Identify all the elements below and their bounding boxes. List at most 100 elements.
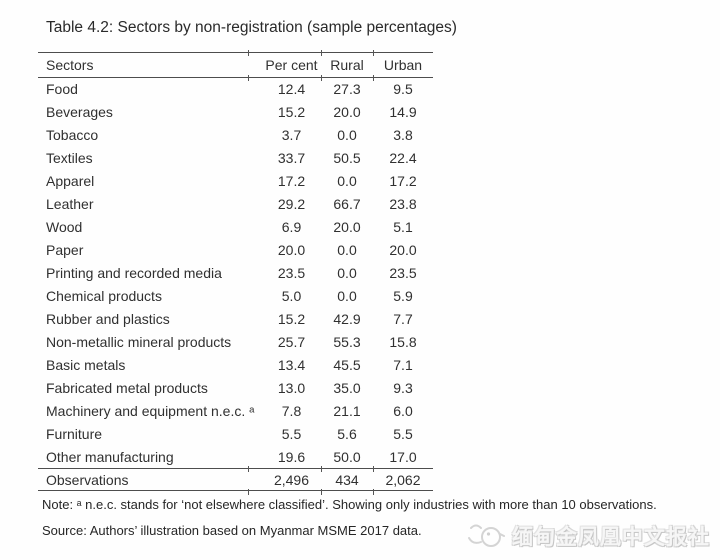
sector-cell: Basic metals [46,357,126,373]
table-row: Wood 6.9 20.0 5.1 [38,216,433,239]
source-text: Source: Authors’ illustration based on M… [42,523,422,538]
urban-cell: 20.0 [389,242,417,258]
rule-tick [373,466,374,472]
rural-cell: 20.0 [333,104,361,120]
per-cent-cell: 29.2 [277,196,306,212]
urban-cell: 6.0 [393,403,413,419]
table-row: Food 12.4 27.3 9.5 [38,78,433,101]
urban-cell: 17.0 [389,448,417,465]
rule-tick [373,75,374,81]
observations-urban: 2,062 [385,471,421,488]
urban-cell: 7.1 [393,357,413,373]
per-cent-cell: 5.5 [281,426,302,442]
sector-cell: Paper [46,242,84,258]
rural-cell: 21.1 [333,403,361,419]
rural-cell: 0.0 [337,288,357,304]
table-row: Other manufacturing 19.6 50.0 17.0 [38,446,433,469]
sector-cell: Textiles [46,150,93,166]
rural-cell: 45.5 [333,357,361,373]
phoenix-logo-icon [468,524,505,547]
urban-cell: 23.5 [389,265,417,281]
sector-cell: Food [46,81,78,98]
per-cent-cell: 23.5 [277,265,306,281]
urban-cell: 9.3 [393,380,413,396]
observations-label: Observations [46,471,129,488]
sector-cell: Machinery and equipment n.e.c. ᵃ [46,403,255,419]
urban-cell: 5.5 [393,426,413,442]
column-header-urban: Urban [383,57,423,73]
rule-tick [321,75,322,81]
table-row: Printing and recorded media 23.5 0.0 23.… [38,262,433,285]
sector-cell: Tobacco [46,127,99,143]
table-row: Furniture 5.5 5.6 5.5 [38,423,433,446]
per-cent-cell: 20.0 [277,242,306,258]
rule-tick [321,466,322,472]
rule-tick [373,489,374,495]
table-row: Leather 29.2 66.7 23.8 [38,193,433,216]
rural-cell: 0.0 [337,265,357,281]
rule-tick [321,489,322,495]
header-row: Sectors Per cent Rural Urban [38,52,433,78]
table-row: Textiles 33.7 50.5 22.4 [38,147,433,170]
urban-cell: 23.8 [389,196,417,212]
per-cent-cell: 13.4 [277,357,306,373]
table-row: Non-metallic mineral products 25.7 55.3 … [38,331,433,354]
sectors-table: Sectors Per cent Rural Urban Food 12.4 2… [38,52,433,491]
urban-cell: 5.9 [393,288,413,304]
sector-cell: Leather [46,196,94,212]
rural-cell: 20.0 [333,219,361,235]
sector-cell: Fabricated metal products [46,380,208,396]
observations-per-cent: 2,496 [273,471,310,488]
rule-tick [248,50,249,56]
observations-rural: 434 [335,471,359,488]
table-row: Machinery and equipment n.e.c. ᵃ 7.8 21.… [38,400,433,423]
sector-cell: Chemical products [46,288,162,304]
sector-cell: Beverages [46,104,113,120]
table-row: Basic metals 13.4 45.5 7.1 [38,354,433,377]
urban-cell: 15.8 [389,334,417,350]
per-cent-cell: 6.9 [281,219,302,235]
per-cent-cell: 17.2 [277,173,306,189]
per-cent-cell: 15.2 [277,104,306,120]
rule-tick [248,489,249,495]
per-cent-cell: 15.2 [277,311,306,327]
rural-cell: 55.3 [333,334,361,350]
rural-cell: 35.0 [333,380,361,396]
rural-cell: 66.7 [333,196,361,212]
urban-cell: 9.5 [393,81,413,98]
rule-tick [321,50,322,56]
rural-cell: 5.6 [337,426,357,442]
table-row: Rubber and plastics 15.2 42.9 7.7 [38,308,433,331]
table-row: Tobacco 3.7 0.0 3.8 [38,124,433,147]
watermark: 缅甸金凤凰中文报社 [467,521,710,551]
table-row: Chemical products 5.0 0.0 5.9 [38,285,433,308]
sector-cell: Non-metallic mineral products [46,334,232,350]
sector-cell: Other manufacturing [46,448,174,465]
table-wrap: Sectors Per cent Rural Urban Food 12.4 2… [38,50,433,495]
rural-cell: 0.0 [337,127,357,143]
table-row: Beverages 15.2 20.0 14.9 [38,101,433,124]
watermark-text: 缅甸金凤凰中文报社 [512,526,710,549]
observations-row: Observations 2,496 434 2,062 [38,468,433,491]
urban-cell: 3.8 [393,127,413,143]
table-body: Food 12.4 27.3 9.5 Beverages 15.2 20.0 1… [38,78,433,469]
per-cent-cell: 25.7 [277,334,306,350]
rural-cell: 50.0 [333,448,361,465]
per-cent-cell: 7.8 [281,403,302,419]
table-row: Apparel 17.2 0.0 17.2 [38,170,433,193]
per-cent-cell: 12.4 [277,81,306,98]
rural-cell: 0.0 [337,173,357,189]
column-header-per-cent: Per cent [265,57,318,73]
urban-cell: 5.1 [393,219,413,235]
sector-cell: Rubber and plastics [46,311,170,327]
rural-cell: 50.5 [333,150,361,166]
column-header-sectors: Sectors [46,57,94,73]
urban-cell: 14.9 [389,104,417,120]
table-row: Fabricated metal products 13.0 35.0 9.3 [38,377,433,400]
rule-tick [373,50,374,56]
sector-cell: Furniture [46,426,103,442]
note-text: Note: ᵃ n.e.c. stands for ‘not elsewhere… [42,497,657,512]
sector-cell: Wood [46,219,83,235]
per-cent-cell: 5.0 [281,288,302,304]
